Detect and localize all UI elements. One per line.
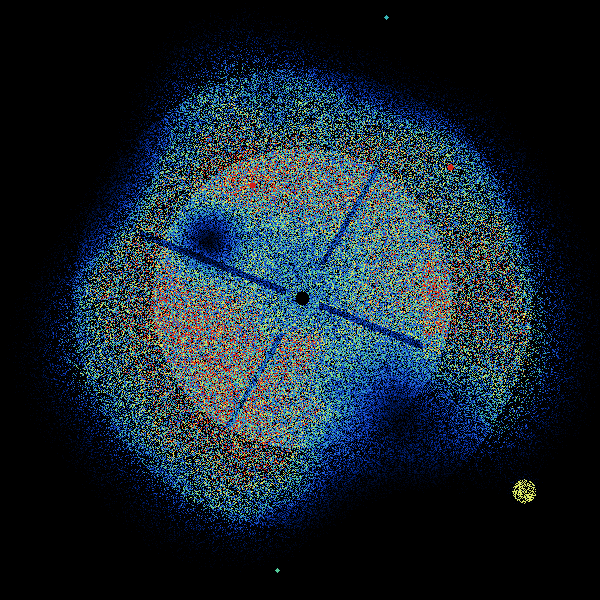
astronomical-image-figure: [0, 0, 600, 600]
heatmap-canvas: [0, 0, 600, 600]
